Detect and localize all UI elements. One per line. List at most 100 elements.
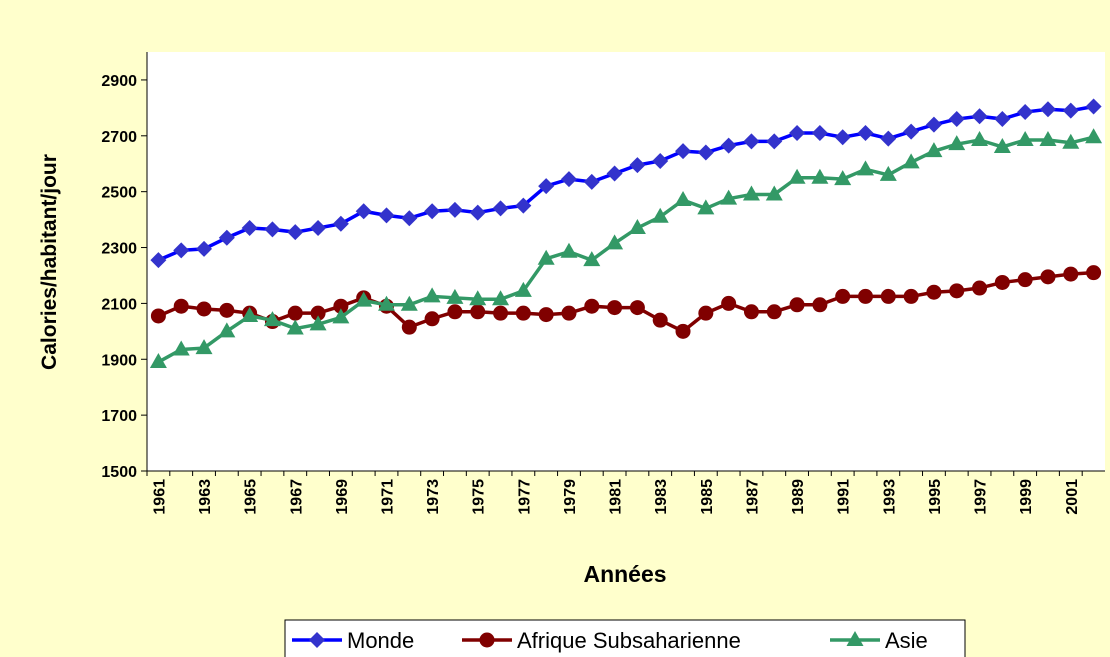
marker (972, 280, 988, 296)
marker (584, 298, 600, 314)
legend-label: Monde (347, 628, 414, 653)
marker (479, 632, 495, 648)
marker (651, 207, 669, 223)
marker (879, 165, 897, 181)
marker (173, 242, 190, 259)
plot-area (147, 52, 1105, 471)
marker (606, 165, 623, 182)
y-tick-label: 1900 (101, 352, 137, 369)
y-tick-label: 2700 (101, 129, 137, 146)
x-tick-label: 1999 (1018, 479, 1035, 515)
x-tick-label: 1993 (881, 479, 898, 515)
marker (309, 315, 327, 331)
x-tick-label: 1961 (151, 479, 168, 515)
marker (652, 312, 668, 328)
x-tick-label: 1969 (334, 479, 351, 515)
x-tick-label: 1963 (197, 479, 214, 515)
marker (720, 189, 738, 205)
marker (742, 185, 760, 201)
marker (310, 305, 326, 321)
marker (469, 204, 486, 221)
x-tick-label: 1989 (790, 479, 807, 515)
marker (400, 295, 418, 311)
marker (218, 229, 235, 246)
marker (492, 290, 510, 306)
marker (789, 297, 805, 313)
x-tick-label: 1983 (653, 479, 670, 515)
marker (993, 137, 1011, 153)
marker (1017, 104, 1034, 121)
x-tick-label: 1977 (516, 479, 533, 515)
marker (788, 168, 806, 184)
marker (263, 311, 281, 327)
marker (241, 306, 259, 322)
marker (835, 288, 851, 304)
marker (994, 274, 1010, 290)
marker (287, 224, 304, 241)
marker (1017, 272, 1033, 288)
marker (858, 288, 873, 304)
marker (469, 290, 487, 306)
marker (195, 339, 213, 355)
x-tick-label: 1997 (973, 479, 990, 515)
y-tick-label: 1500 (101, 464, 137, 481)
marker (401, 210, 418, 227)
x-tick-label: 1995 (927, 479, 944, 515)
marker (628, 218, 646, 234)
marker (857, 160, 874, 176)
marker (971, 108, 988, 125)
marker (561, 305, 577, 321)
y-tick-label: 1700 (101, 408, 137, 425)
legend-label: Afrique Subsaharienne (517, 628, 741, 653)
x-tick-label: 1967 (288, 479, 305, 515)
marker (846, 631, 864, 646)
x-tick-label: 1965 (243, 479, 260, 515)
x-tick-label: 1971 (380, 479, 397, 515)
marker (720, 137, 737, 154)
marker (264, 221, 281, 238)
marker (378, 295, 395, 311)
marker (652, 152, 669, 169)
marker (811, 125, 828, 142)
marker (834, 170, 852, 186)
x-tick-label: 1987 (744, 479, 761, 515)
marker (674, 191, 692, 207)
marker (812, 297, 828, 313)
x-tick-label: 1973 (425, 479, 442, 515)
marker (355, 291, 373, 307)
marker (1062, 133, 1080, 149)
legend-label: Asie (885, 628, 928, 653)
marker (424, 311, 440, 327)
marker (241, 219, 258, 236)
marker (583, 173, 600, 190)
marker (446, 201, 463, 218)
marker (309, 632, 325, 648)
marker (1040, 269, 1056, 285)
marker (1085, 98, 1102, 115)
marker (583, 251, 601, 267)
marker (1085, 128, 1103, 144)
marker (378, 207, 395, 224)
x-tick-label: 1975 (471, 479, 488, 515)
marker (287, 305, 303, 321)
marker (994, 111, 1011, 128)
marker (698, 305, 714, 321)
x-tick-label: 1991 (836, 479, 853, 515)
y-tick-label: 2900 (101, 73, 137, 90)
marker (173, 298, 189, 314)
marker (948, 135, 966, 151)
marker (697, 144, 714, 161)
marker (1016, 130, 1034, 146)
x-tick-label: 1979 (562, 479, 579, 515)
marker (423, 287, 441, 303)
marker (492, 200, 509, 217)
marker (949, 283, 965, 299)
marker (470, 304, 486, 320)
marker (629, 157, 646, 174)
marker (925, 116, 942, 133)
marker (1039, 101, 1056, 118)
y-tick-label: 2500 (101, 185, 137, 202)
marker (765, 185, 783, 201)
marker (766, 304, 782, 320)
marker (218, 322, 236, 338)
